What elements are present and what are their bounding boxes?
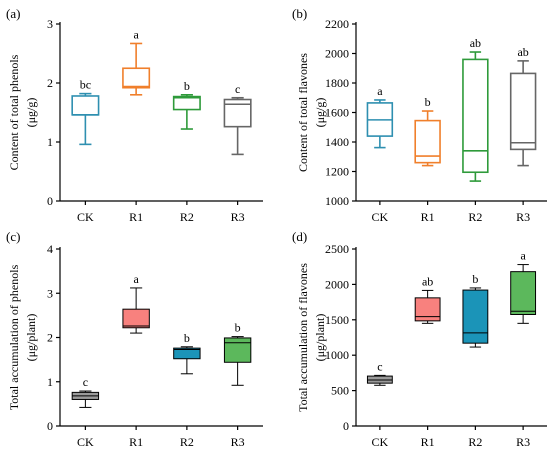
x-tick-label: R1 [421,435,435,449]
significance-letter: ab [470,36,481,50]
box-CK: c [366,359,393,386]
x-tick-label: R1 [129,435,143,449]
panel-label: (c) [6,229,20,244]
x-tick-label: R2 [468,435,482,449]
y-tick-label: 0 [343,419,349,433]
y-tick-label: 1000 [325,194,349,208]
significance-letter: bc [80,78,91,92]
x-tick-label: R2 [180,435,194,449]
box-R2: b [173,331,201,375]
x-tick-label: R3 [516,210,530,224]
box-CK: bc [71,78,100,146]
box-rect [122,67,151,89]
y-tick-label: 2500 [325,242,349,256]
y-axis-title: Content of total flavones [296,53,310,172]
panel-a: (a) Content of total phenols (μg/g) 0 1 2 3 CK R… [6,6,263,224]
significance-letter: a [377,84,383,98]
y-tick-label: 4 [47,242,53,256]
y-tick-label: 500 [331,384,349,398]
x-tick-label: R2 [468,210,482,224]
y-axis-title: Content of total phenols [7,54,21,170]
y-tick-label: 3 [47,286,53,300]
y-tick-label: 2000 [325,47,349,61]
box-R1: a [122,272,150,334]
y-axis-unit: (μg/plant) [24,314,38,362]
x-tick-label: R2 [180,210,194,224]
y-tick-label: 1000 [325,348,349,362]
x-tick-label: R3 [231,435,245,449]
box-rect [223,337,252,363]
box-rect [510,271,537,315]
significance-letter: b [425,95,431,109]
significance-letter: ab [422,274,433,288]
x-tick-label: CK [372,435,389,449]
x-tick-label: CK [77,210,94,224]
box-rect [122,308,150,329]
box-R3: b [223,321,252,386]
box-R1: a [122,27,151,96]
y-tick-label: 2 [47,331,53,345]
box-R2: b [462,272,489,348]
box-R2: ab [462,36,489,182]
panel-label: (d) [292,229,307,244]
box-R3: a [510,249,537,324]
box-R3: ab [509,45,537,167]
y-axis-title: Total accumulation of flavones [296,263,310,412]
box-rect [462,289,489,344]
y-tick-label: 1500 [325,313,349,327]
box-R1: b [414,95,441,167]
box-CK: c [71,375,100,408]
y-tick-label: 1800 [325,76,349,90]
box-rect [509,72,537,151]
significance-letter: b [184,79,190,93]
panel-c: (c) Total accumulation of phenols (μg/plan… [6,229,263,449]
x-tick-label: CK [77,435,94,449]
y-axis-title: Total accumulation of phenols [7,264,21,410]
significance-letter: c [83,375,88,389]
significance-letter: b [472,272,478,286]
box-R3: c [223,82,252,156]
x-tick-label: R1 [129,210,143,224]
box-rect [414,297,441,322]
box-rect [173,347,201,360]
significance-letter: ab [517,45,528,59]
x-tick-label: R3 [516,435,530,449]
significance-letter: c [377,359,382,373]
y-axis-unit: (μg/g) [24,98,38,128]
significance-letter: b [235,321,241,335]
box-rect [462,58,489,174]
significance-letter: a [520,249,526,263]
significance-letter: a [133,272,139,286]
y-tick-label: 2000 [325,277,349,291]
y-tick-label: 0 [47,419,53,433]
significance-letter: b [184,331,190,345]
x-tick-label: R3 [231,210,245,224]
y-tick-label: 1200 [325,165,349,179]
panel-b: (b) Content of total flavones (μg/g) 1000 12… [292,6,547,224]
y-tick-label: 2200 [325,17,349,31]
y-tick-label: 1 [47,375,53,389]
panel-label: (a) [6,6,20,21]
panel-label: (b) [292,6,307,21]
panel-d: (d) Total accumulation of flavones (μg/pla… [292,229,547,449]
significance-letter: a [133,27,139,41]
y-tick-label: 2 [47,76,53,90]
x-tick-label: CK [372,210,389,224]
y-tick-label: 3 [47,17,53,31]
box-rect [172,95,201,111]
box-rect [71,95,100,116]
y-axis-unit: (μg/g) [313,98,327,128]
y-tick-label: 1600 [325,106,349,120]
significance-letter: c [235,82,240,96]
box-R2: b [172,79,201,130]
y-tick-label: 1 [47,135,53,149]
box-CK: a [366,84,394,149]
y-axis-unit: (μg/plant) [313,314,327,362]
box-R1: ab [414,274,441,324]
y-tick-label: 1400 [325,135,349,149]
y-tick-label: 0 [47,194,53,208]
x-tick-label: R1 [421,210,435,224]
